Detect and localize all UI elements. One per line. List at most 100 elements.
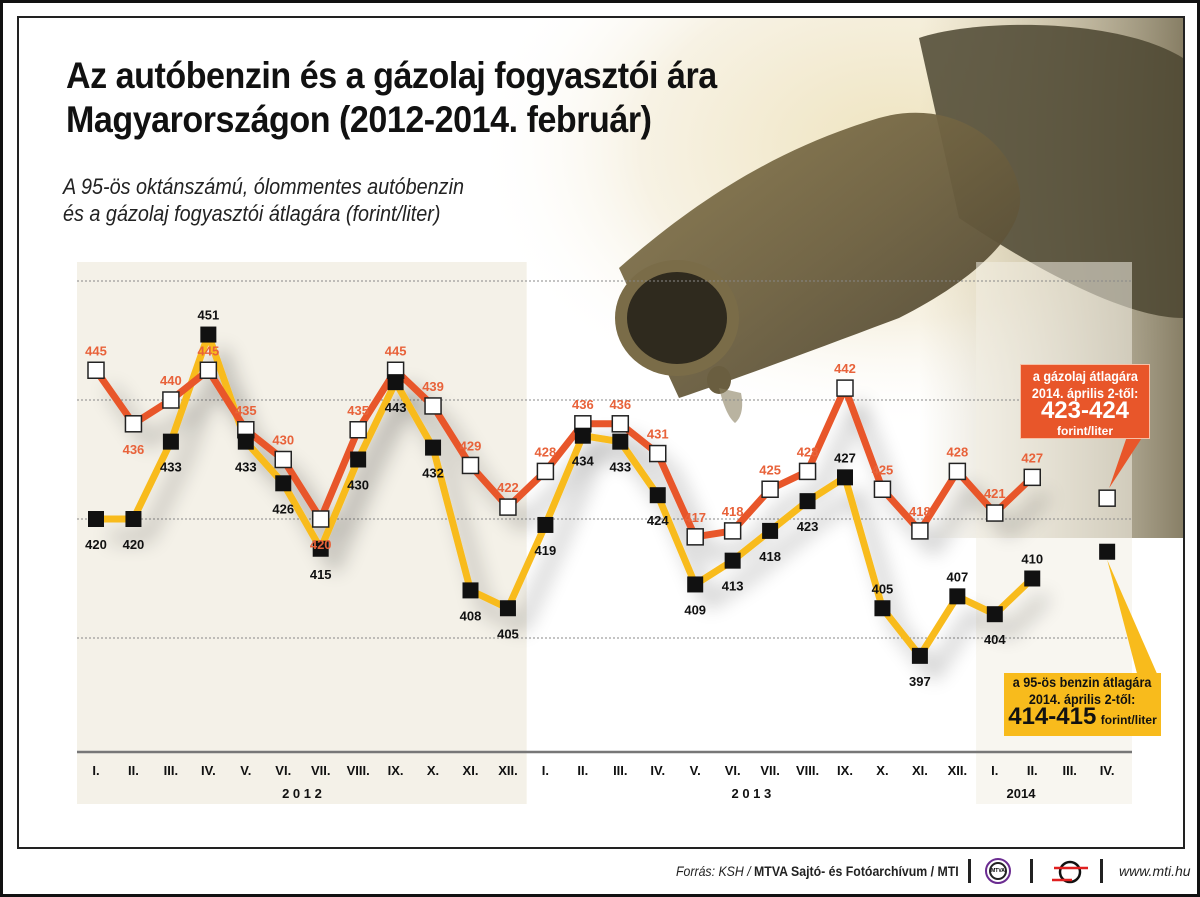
diesel-callout-value: 423-424	[1040, 397, 1130, 424]
benzin-data-label: 433	[160, 460, 182, 475]
benzin-marker	[724, 552, 741, 569]
benzin-data-label: 420	[123, 537, 145, 552]
diesel-marker	[798, 462, 817, 481]
x-tick-label: II.	[128, 763, 139, 778]
benzin-data-label: 423	[797, 519, 819, 534]
panel-2012	[77, 262, 527, 804]
benzin-data-label: 407	[946, 569, 968, 584]
diesel-data-label: 442	[834, 361, 856, 376]
diesel-data-label: 430	[272, 433, 294, 448]
benzin-marker	[874, 600, 891, 617]
x-tick-label: XI.	[912, 763, 928, 778]
benzin-data-label: 430	[347, 478, 369, 493]
diesel-data-label: 425	[872, 462, 894, 477]
diesel-marker	[199, 361, 218, 379]
year-label: 2014	[1007, 786, 1037, 801]
diesel-data-label: 418	[722, 504, 744, 519]
benzin-data-label: 410	[1021, 552, 1043, 567]
benzin-marker	[125, 511, 142, 527]
benzin-marker	[837, 469, 853, 486]
diesel-data-label: 421	[984, 486, 1006, 501]
diesel-data-label: 427	[1021, 450, 1043, 465]
benzin-data-label: 424	[647, 513, 669, 528]
benzin-marker	[462, 582, 479, 599]
benzin-callout-unit: forint/liter	[1100, 713, 1157, 727]
diesel-marker	[499, 498, 517, 516]
x-tick-label: IX.	[388, 763, 404, 778]
diesel-data-label: 435	[347, 403, 369, 418]
diesel-callout-line1: a gázolaj átlagára	[1032, 368, 1138, 384]
benzin-data-label: 443	[385, 400, 407, 415]
title-line-1: Az autóbenzin és a gázolaj fogyasztói ár…	[66, 55, 717, 96]
separator	[1030, 859, 1033, 883]
diesel-marker	[723, 522, 742, 540]
benzin-callout-line2: 2014. április 2-től:	[1029, 691, 1136, 707]
benzin-marker	[537, 516, 554, 533]
x-tick-label: IV.	[201, 763, 216, 778]
diesel-data-label: 445	[197, 343, 219, 358]
source-credit: Forrás: KSH / MTVA Sajtó- és Fotóarchívu…	[676, 863, 959, 879]
benzin-data-label: 427	[834, 450, 856, 465]
mtva-logo-text: MTVA	[989, 862, 1007, 880]
chart-title: Az autóbenzin és a gázolaj fogyasztói ár…	[66, 54, 717, 142]
diesel-marker	[649, 444, 667, 463]
year-label: 2 0 1 2	[282, 786, 322, 801]
benzin-data-label: 434	[572, 454, 594, 469]
diesel-marker	[611, 415, 630, 433]
benzin-data-label: 405	[497, 626, 519, 641]
diesel-data-label: 429	[460, 438, 482, 453]
x-tick-label: X.	[876, 763, 888, 778]
diesel-data-label: 440	[160, 373, 182, 388]
x-tick-label: I.	[92, 763, 99, 778]
benzin-data-label: 426	[272, 501, 294, 516]
x-tick-label: XII.	[498, 763, 518, 778]
x-tick-label: VI.	[725, 763, 741, 778]
year-panels	[77, 262, 1132, 804]
x-tick-label: IV.	[650, 763, 665, 778]
x-tick-label: III.	[164, 763, 178, 778]
diesel-data-label: 428	[946, 444, 968, 459]
diesel-forecast-marker	[1098, 489, 1116, 507]
benzin-callout-line1: a 95-ös benzin átlagára	[1013, 674, 1152, 690]
diesel-data-label: 436	[609, 397, 631, 412]
benzin-marker	[762, 522, 779, 539]
diesel-marker	[124, 415, 143, 433]
diesel-marker	[1023, 468, 1041, 487]
mti-logo-icon	[1052, 860, 1088, 884]
benzin-data-label: 432	[422, 466, 444, 481]
benzin-marker	[162, 433, 179, 450]
diesel-marker	[87, 361, 105, 379]
diesel-marker	[536, 462, 555, 481]
x-tick-label: IX.	[837, 763, 853, 778]
benzin-marker	[799, 493, 816, 510]
benzin-forecast-marker	[1099, 543, 1116, 560]
diesel-data-label: 445	[85, 343, 107, 358]
diesel-data-label: 422	[497, 480, 519, 495]
benzin-callout-value-row: 414-415 forint/liter	[1004, 705, 1161, 729]
diesel-data-label: 417	[684, 510, 706, 525]
subtitle-line-2: és a gázolaj fogyasztói átlagára (forint…	[63, 201, 441, 226]
benzin-marker	[237, 433, 254, 450]
benzin-marker	[687, 576, 704, 593]
diesel-marker	[311, 510, 330, 528]
benzin-marker	[574, 427, 591, 444]
benzin-marker	[275, 475, 292, 492]
x-tick-label: V.	[690, 763, 701, 778]
benzin-data-label: 419	[535, 543, 557, 558]
x-tick-labels: I. II. III. IV. V. VI. VII. VIII. IX. X. XI. XII. I.…	[92, 763, 1114, 778]
diesel-data-label: 436	[123, 442, 145, 457]
benzin-callout-pointer	[1107, 559, 1158, 674]
benzin-marker	[350, 451, 367, 468]
diesel-data-label: 439	[422, 379, 444, 394]
benzin-data-label: 404	[984, 632, 1006, 647]
benzin-marker	[949, 588, 966, 605]
benzin-data-label: 451	[197, 308, 219, 323]
diesel-marker	[162, 391, 180, 409]
year-label: 2 0 1 3	[731, 786, 771, 801]
title-line-2: Magyarországon (2012-2014. február)	[66, 99, 652, 140]
diesel-marker	[349, 421, 367, 439]
benzin-data-label: 408	[460, 608, 482, 623]
x-tick-label: XII.	[948, 763, 968, 778]
x-tick-label: III.	[1062, 763, 1076, 778]
